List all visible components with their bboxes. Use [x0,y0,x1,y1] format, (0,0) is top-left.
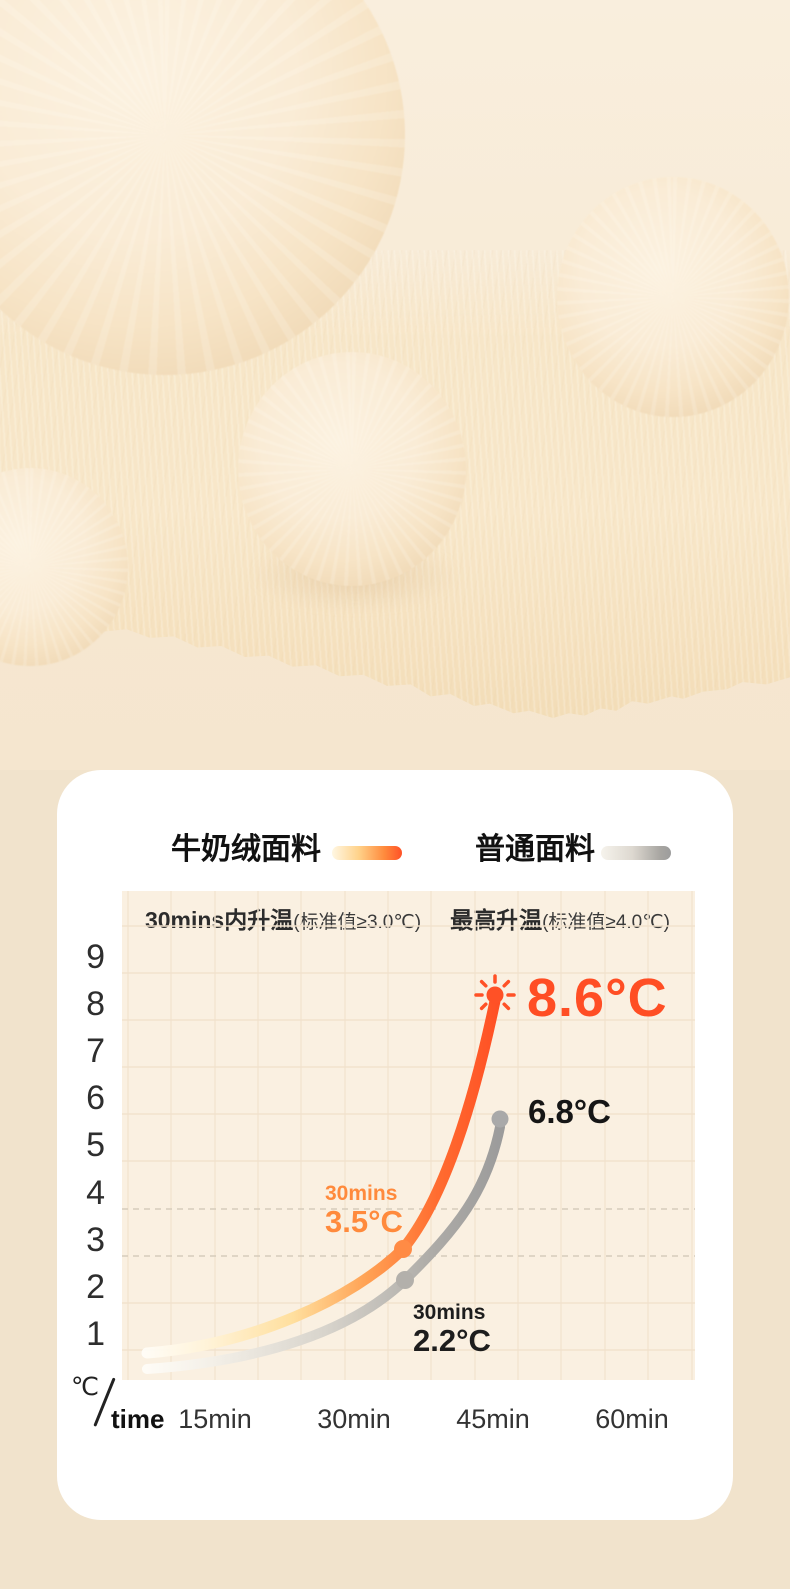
callout-label: 30mins [413,1301,486,1324]
y-tick: 2 [86,1268,105,1306]
y-tick: 4 [86,1174,105,1212]
y-tick: 6 [86,1079,105,1117]
pompom-texture [557,177,789,417]
sun-rays-icon [474,974,516,1011]
marker-ordinary-30min [396,1271,414,1289]
x-tick-60min: 60min [595,1404,669,1434]
chart-card: 牛奶绒面料 普通面料 9 8 7 6 5 4 3 2 1 30mins内升温(标… [57,770,733,1520]
panel-note-30min-rise: 30mins内升温(标准值≥3.0℃) [145,901,421,935]
marker-ordinary-peak [491,1110,509,1128]
panel-note-max-rise: 最高升温(标准值≥4.0℃) [450,901,670,935]
marker-milk-velvet-30min [394,1240,412,1258]
y-axis: 9 8 7 6 5 4 3 2 1 [57,891,113,1380]
y-tick: 1 [86,1315,105,1353]
grid-vertical [127,891,693,1380]
grid-horizontal [122,925,695,1351]
legend-label-ordinary: 普通面料 [475,833,595,866]
legend-swatch-milk-velvet [332,846,402,860]
callout-value: 3.5°C [325,1204,403,1239]
note-spec: (标准值≥4.0℃) [542,912,670,933]
y-tick: 5 [86,1126,105,1164]
y-tick: 8 [86,985,105,1023]
y-axis-unit: ℃ [71,1373,100,1401]
callout-milk-velvet-30min: 30mins 3.5°C [325,1181,403,1237]
note-spec: (标准值≥3.0℃) [293,912,422,933]
note-title: 30mins内升温 [144,907,294,933]
x-tick-30min: 30min [317,1404,391,1434]
x-tick-45min: 45min [456,1404,530,1434]
pompom-center [238,352,466,586]
callout-ordinary-peak: 6.8°C [528,1093,611,1130]
pompom-right [557,177,789,417]
callout-milk-velvet-peak: 8.6°C [527,968,668,1028]
line-chart [122,891,695,1380]
y-tick: 9 [86,938,105,976]
x-axis-label: time [111,1404,165,1434]
hero-product-photo [0,0,790,770]
y-tick: 7 [86,1032,105,1070]
callout-value: 2.2°C [413,1323,491,1358]
axis-corner: ℃ time [63,1370,173,1442]
callout-label: 30mins [325,1182,398,1205]
legend-label-milk-velvet: 牛奶绒面料 [171,833,321,866]
x-tick-15min: 15min [178,1404,252,1434]
y-tick: 3 [86,1221,105,1259]
legend-swatch-ordinary [601,846,671,860]
chart-plot-panel: 30mins内升温(标准值≥3.0℃) 最高升温(标准值≥4.0℃) [122,891,695,1380]
marker-milk-velvet-peak [486,986,504,1004]
note-title: 最高升温 [450,907,543,933]
callout-ordinary-30min: 30mins 2.2°C [413,1300,491,1356]
pompom-texture [238,352,466,586]
